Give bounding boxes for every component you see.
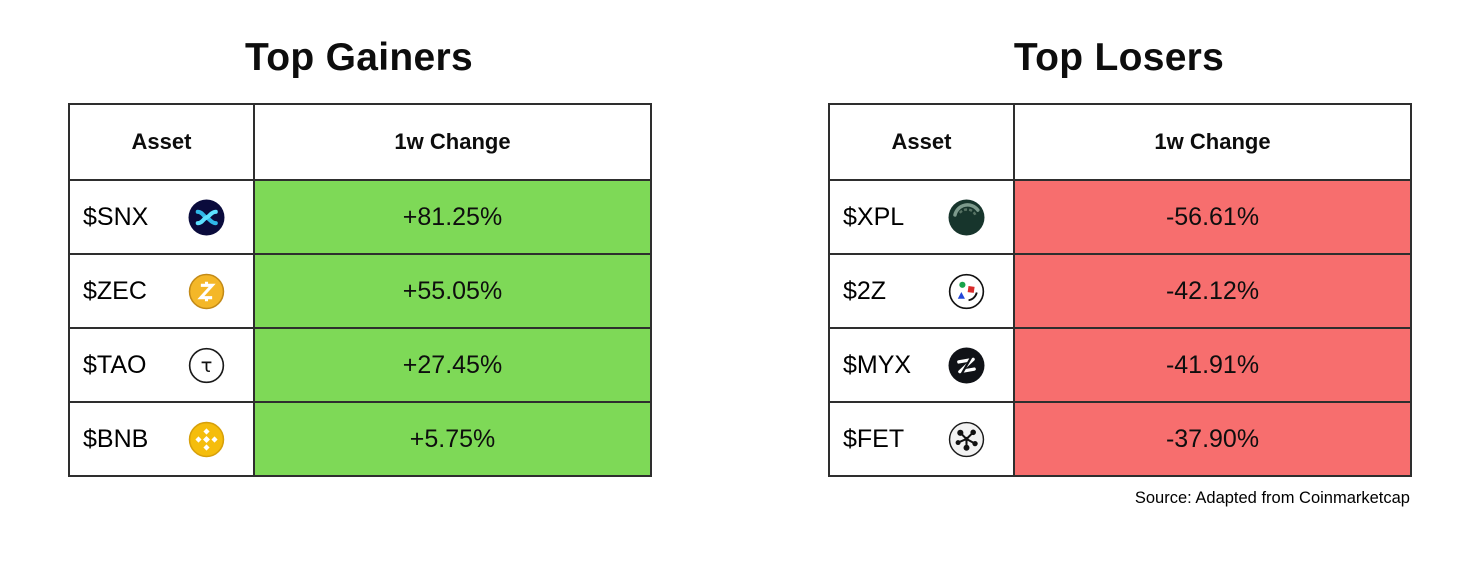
table-row: $2Z -42.12%	[828, 253, 1412, 329]
asset-cell: $SNX	[68, 179, 255, 255]
change-value-cell: +27.45%	[253, 327, 652, 403]
table-row: $TAO τ +27.45%	[68, 327, 652, 403]
asset-ticker: $SNX	[83, 202, 149, 231]
asset-cell: $BNB	[68, 401, 255, 477]
change-column-header: 1w Change	[253, 103, 652, 181]
top-losers-panel: Top Losers Asset 1w Change $XPL	[828, 0, 1412, 566]
change-value-cell: +55.05%	[253, 253, 652, 329]
bnb-coin-icon	[188, 421, 225, 458]
asset-column-header: Asset	[68, 103, 255, 181]
source-note: Source: Adapted from Coinmarketcap	[1134, 489, 1410, 507]
change-value-cell: +81.25%	[253, 179, 652, 255]
table-row: $ZEC +55.05%	[68, 253, 652, 329]
svg-text:τ: τ	[201, 354, 213, 377]
asset-ticker: $FET	[843, 424, 905, 453]
asset-cell: $XPL	[828, 179, 1015, 255]
table-header-row: Asset 1w Change	[828, 103, 1412, 181]
top-losers-title: Top Losers	[1013, 36, 1225, 79]
myx-coin-icon	[948, 347, 985, 384]
table-row: $MYX -41.91%	[828, 327, 1412, 403]
asset-cell: $FET	[828, 401, 1015, 477]
tao-coin-icon: τ	[188, 347, 225, 384]
asset-cell: $2Z	[828, 253, 1015, 329]
change-value-cell: +5.75%	[253, 401, 652, 477]
top-gainers-table: Asset 1w Change $SNX	[68, 103, 652, 477]
table-row: $FET	[828, 401, 1412, 477]
top-losers-table: Asset 1w Change $XPL	[828, 103, 1412, 477]
change-value-cell: -42.12%	[1013, 253, 1412, 329]
xpl-coin-icon	[948, 199, 985, 236]
asset-ticker: $2Z	[843, 276, 887, 305]
table-row: $SNX +81.25%	[68, 179, 652, 255]
table-row: $XPL -56.61%	[828, 179, 1412, 255]
asset-ticker: $TAO	[83, 350, 147, 379]
fet-coin-icon	[948, 421, 985, 458]
asset-column-header: Asset	[828, 103, 1015, 181]
asset-cell: $MYX	[828, 327, 1015, 403]
asset-cell: $TAO τ	[68, 327, 255, 403]
asset-ticker: $MYX	[843, 350, 912, 379]
zec-coin-icon	[188, 273, 225, 310]
change-column-header: 1w Change	[1013, 103, 1412, 181]
snx-coin-icon	[188, 199, 225, 236]
table-row: $BNB +5.75%	[68, 401, 652, 477]
change-value-cell: -41.91%	[1013, 327, 1412, 403]
2z-coin-icon	[948, 273, 985, 310]
top-gainers-panel: Top Gainers Asset 1w Change $SNX	[68, 0, 652, 566]
asset-cell: $ZEC	[68, 253, 255, 329]
change-value-cell: -56.61%	[1013, 179, 1412, 255]
top-gainers-title: Top Gainers	[245, 36, 473, 79]
table-header-row: Asset 1w Change	[68, 103, 652, 181]
asset-ticker: $ZEC	[83, 276, 147, 305]
change-value-cell: -37.90%	[1013, 401, 1412, 477]
asset-ticker: $XPL	[843, 202, 905, 231]
asset-ticker: $BNB	[83, 424, 149, 453]
